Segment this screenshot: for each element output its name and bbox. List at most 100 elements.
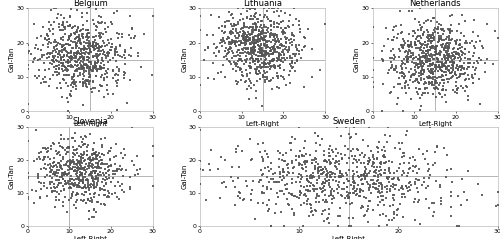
Point: [88, 171, 96, 175]
Point: [62, 179, 70, 183]
Point: [260, 6, 268, 10]
Point: [420, 69, 428, 73]
Point: [96, 33, 104, 37]
Point: [295, 23, 303, 27]
Point: [438, 69, 446, 73]
Point: [104, 53, 112, 57]
Point: [426, 81, 434, 85]
Point: [292, 195, 300, 199]
Point: [100, 153, 108, 157]
Point: [361, 170, 369, 174]
Point: [231, 41, 239, 45]
Point: [288, 56, 296, 60]
Point: [384, 177, 392, 181]
Point: [255, 48, 263, 51]
Point: [64, 58, 72, 62]
Point: [278, 75, 285, 78]
Point: [271, 47, 279, 51]
Point: [80, 200, 88, 203]
Point: [254, 54, 262, 58]
Point: [315, 169, 323, 173]
Point: [318, 172, 326, 175]
Point: [448, 190, 456, 193]
Point: [288, 161, 296, 165]
Point: [306, 153, 314, 157]
Point: [364, 162, 372, 165]
Point: [58, 164, 66, 168]
Point: [256, 180, 264, 184]
Point: [275, 158, 283, 161]
Point: [295, 172, 303, 176]
Point: [376, 172, 384, 176]
Point: [372, 168, 380, 172]
Point: [58, 171, 66, 174]
Point: [91, 177, 99, 181]
Point: [442, 65, 450, 69]
Point: [62, 66, 70, 70]
Point: [98, 145, 106, 149]
Point: [77, 145, 85, 148]
Point: [416, 96, 424, 100]
Point: [78, 173, 86, 177]
Point: [286, 13, 294, 17]
Point: [239, 6, 247, 10]
Point: [54, 161, 62, 165]
Point: [263, 76, 271, 79]
Point: [336, 162, 344, 166]
Point: [52, 163, 60, 167]
Point: [225, 47, 233, 51]
Point: [254, 57, 262, 61]
Point: [60, 148, 68, 152]
Point: [104, 195, 112, 198]
Point: [270, 34, 278, 38]
Point: [421, 43, 429, 47]
Point: [424, 76, 432, 80]
Point: [409, 29, 417, 33]
Point: [68, 26, 76, 30]
Point: [428, 201, 436, 205]
Point: [82, 69, 90, 73]
Point: [402, 80, 409, 84]
Point: [268, 33, 276, 37]
Point: [70, 151, 78, 155]
Point: [422, 56, 430, 60]
Point: [78, 65, 86, 69]
Point: [279, 19, 287, 23]
Point: [70, 152, 78, 156]
Point: [426, 70, 434, 74]
Point: [78, 15, 86, 19]
Point: [92, 155, 100, 158]
Point: [374, 203, 382, 207]
Point: [262, 35, 270, 38]
Point: [412, 70, 420, 74]
Point: [366, 158, 374, 162]
Point: [100, 171, 108, 175]
Point: [265, 52, 273, 55]
Point: [336, 169, 344, 173]
Point: [91, 63, 99, 67]
Point: [470, 65, 478, 69]
Point: [298, 166, 306, 170]
Point: [438, 88, 446, 92]
Point: [386, 91, 394, 94]
Point: [215, 50, 223, 54]
Point: [60, 173, 68, 177]
Point: [104, 54, 112, 58]
Point: [362, 167, 370, 171]
Point: [404, 58, 411, 61]
Point: [280, 176, 288, 180]
Point: [274, 25, 282, 29]
Point: [416, 55, 424, 59]
Point: [302, 169, 310, 173]
Point: [421, 55, 429, 59]
Point: [75, 66, 83, 70]
Point: [88, 43, 96, 47]
Point: [275, 54, 283, 58]
Point: [388, 185, 396, 189]
Point: [421, 158, 429, 161]
Point: [312, 149, 320, 153]
Point: [106, 48, 114, 52]
Point: [109, 56, 117, 60]
Point: [90, 86, 98, 90]
Point: [88, 156, 96, 160]
